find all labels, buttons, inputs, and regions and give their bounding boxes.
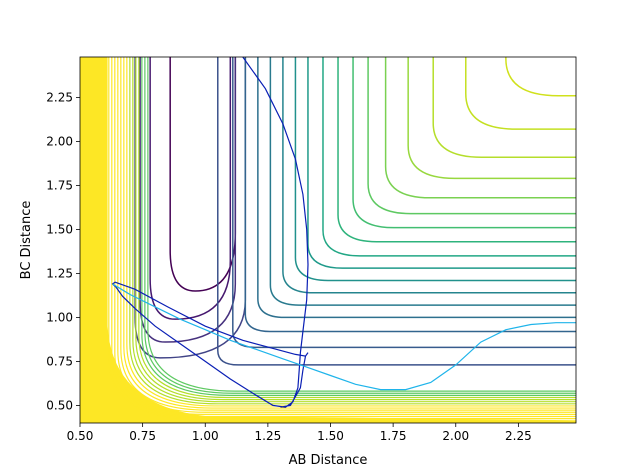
y-tick-label: 1.25 [46,266,73,280]
plot-background [80,57,576,423]
contour-level [126,57,576,407]
contour-level [294,57,576,282]
y-tick-label: 0.50 [46,398,73,412]
contour-level [337,57,576,243]
contour-level [352,57,576,229]
contour-level [322,57,576,257]
contour-level [147,57,576,392]
plot-frame [79,56,577,424]
contour-level [108,57,576,420]
trajectory-line [112,283,576,391]
contour-level [432,57,576,159]
contour-level [144,57,576,394]
contour-level [129,57,576,405]
x-tick-label: 2.00 [442,429,469,443]
contour-level [217,57,576,366]
contour-level [120,57,576,411]
contour-level [141,57,576,396]
x-tick-label: 1.50 [317,429,344,443]
x-tick-label: 1.75 [380,429,407,443]
x-tick-label: 0.50 [67,429,94,443]
y-tick-label: 1.00 [46,310,73,324]
contour-level [465,57,576,130]
contour-level [407,57,576,180]
contour-level [505,57,576,97]
repulsive-wall-band [80,57,576,423]
y-tick-label: 2.00 [46,134,73,148]
x-tick-label: 1.00 [192,429,219,443]
y-axis: 0.50 0.75 1.00 1.25 1.50 1.75 2.00 2.25 [46,90,80,412]
trajectory-line [111,57,309,408]
contour-level [114,57,576,415]
contour-level [132,57,576,403]
contour-lines [80,22,616,423]
y-tick-label: 2.25 [46,90,73,104]
contour-level [123,57,576,409]
x-tick-label: 2.25 [505,429,532,443]
trajectory-lines [111,57,576,408]
x-axis-label: AB Distance [289,453,368,468]
contour-level [117,57,576,413]
contour-level [257,57,576,319]
y-tick-label: 0.75 [46,354,73,368]
x-tick-label: 0.75 [129,429,156,443]
contour-level [367,57,576,215]
contour-level [384,57,576,199]
contour-level [138,57,576,399]
contour-level [282,57,576,294]
contour-level [307,57,576,269]
x-axis: 0.50 0.75 1.00 1.25 1.50 1.75 2.00 2.25 [67,423,532,443]
contour-level [169,57,237,292]
contour-level [135,57,576,401]
y-tick-label: 1.75 [46,178,73,192]
contour-level [111,57,576,418]
x-tick-label: 1.25 [255,429,282,443]
contour-level [269,57,576,306]
y-tick-label: 1.50 [46,222,73,236]
y-axis-label: BC Distance [19,201,34,280]
contour-level [244,57,576,333]
contour-level [561,22,616,60]
contour-level [134,57,247,359]
